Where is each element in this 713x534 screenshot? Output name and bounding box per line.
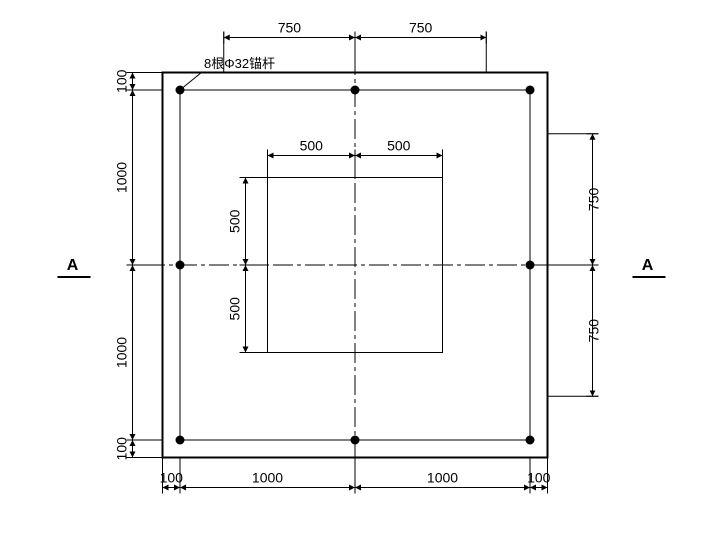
- dim-label: 500: [300, 138, 324, 154]
- dim-label: 1000: [427, 470, 458, 486]
- dim-label: 100: [114, 437, 130, 461]
- section-mark-left: A: [67, 257, 79, 274]
- anchor-bolt: [176, 436, 185, 445]
- dim-label: 500: [227, 209, 243, 233]
- anchor-note: 8根Φ32锚杆: [204, 56, 275, 71]
- dim-label: 500: [227, 297, 243, 321]
- dim-label: 1000: [114, 337, 130, 368]
- dim-label: 100: [527, 470, 551, 486]
- dim-label: 750: [278, 20, 302, 36]
- dim-label: 1000: [114, 162, 130, 193]
- dim-label: 750: [586, 187, 602, 211]
- anchor-bolt: [526, 436, 535, 445]
- dim-label: 100: [114, 69, 130, 93]
- dim-label: 750: [586, 319, 602, 343]
- dim-label: 1000: [252, 470, 283, 486]
- dim-label: 500: [387, 138, 411, 154]
- plan-drawing: 750 750 500 500 500 500 100 1000 1000 100 100 1000 1…: [0, 0, 713, 534]
- anchor-bolt: [176, 261, 185, 270]
- anchor-bolt: [351, 86, 360, 95]
- anchor-bolt: [526, 261, 535, 270]
- section-mark-right: A: [642, 257, 654, 274]
- anchor-bolt: [351, 436, 360, 445]
- anchor-bolt: [526, 86, 535, 95]
- dim-label: 750: [409, 20, 433, 36]
